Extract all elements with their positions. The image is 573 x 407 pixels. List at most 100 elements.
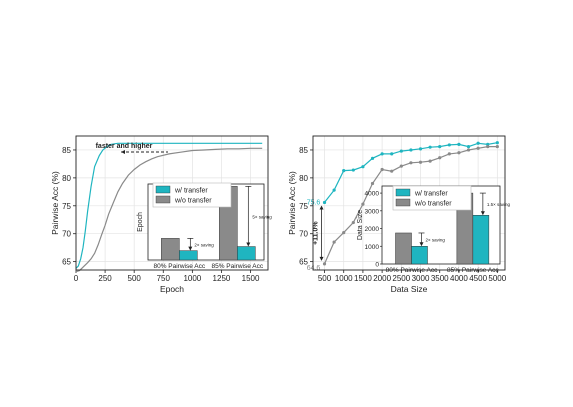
data-point-transfer [399,149,403,153]
data-point-no_transfer [495,145,499,149]
gap-arrowhead-top [319,205,324,210]
data-point-transfer [361,165,365,169]
inset-y-tick-label: 0 [375,262,379,269]
data-point-no_transfer [466,148,471,152]
inset-category-label: 80% Pairwise Acc [386,267,438,274]
y-tick-label: 85 [299,146,308,155]
annotation-text: faster and higher [96,143,153,150]
x-tick-label: 1000 [335,274,353,283]
y-tick-label: 85 [62,146,71,155]
data-point-transfer [390,152,394,156]
data-point-no_transfer [361,202,365,206]
data-point-transfer [380,152,384,156]
legend-swatch-no_transfer [155,195,171,204]
saving-label: 5× saving [252,214,272,219]
x-tick-label: 4500 [469,274,487,283]
x-tick-label: 0 [74,274,79,283]
inset-category-label: 85% Pairwise Acc [211,263,263,270]
data-point-transfer [370,156,375,160]
inset-bar-transfer [179,250,198,261]
x-tick-label: 4000 [450,274,468,283]
y-axis-title: Pairwise Acc (%) [50,171,60,235]
data-point-no_transfer [390,169,394,173]
inset-y-tick-label: 1000 [365,244,380,251]
data-point-transfer [409,148,413,152]
x-tick-label: 2000 [373,274,391,283]
data-point-no_transfer [351,220,355,225]
data-point-transfer [438,145,442,149]
axes-frame [75,135,269,271]
x-tick-label: 1500 [354,274,372,283]
x-tick-label: 1500 [242,274,260,283]
saving-label: 1.5× saving [487,202,511,207]
data-point-transfer [418,147,423,151]
data-point-transfer [486,142,490,146]
saving-bracket-arrowhead [480,211,485,216]
data-point-transfer [495,141,499,145]
data-point-no_transfer [486,145,490,149]
legend-label-transfer: w/ transfer [174,188,208,195]
inset-bar-transfer [237,246,256,261]
legend-label-no_transfer: w/o transfer [174,198,212,205]
inset-bar-no-transfer [161,238,180,261]
inset-y-axis-title: Epoch [137,212,144,232]
y-tick-label: 80 [62,174,71,183]
data-point-no_transfer [438,156,442,160]
y-tick-label: 80 [299,174,308,183]
inset-category-label: 85% Pairwise Acc [447,267,499,274]
data-point-no_transfer [399,164,403,168]
x-axis-title: Epoch [160,284,184,294]
inset-bar-transfer [472,215,490,265]
data-point-no_transfer [447,152,451,156]
y-tick-label: 75 [299,202,308,211]
annotation-arrowhead [121,150,125,154]
y-axis-title: Pairwise Acc (%) [287,171,297,235]
legend-swatch-no_transfer [395,198,411,207]
data-point-no_transfer [428,159,432,163]
data-point-no_transfer [370,181,375,186]
series-line-transfer [75,142,263,269]
gap-label: +11.0% [313,221,320,245]
data-point-transfer [457,142,461,146]
x-tick-label: 500 [318,274,332,283]
x-tick-label: 500 [128,274,142,283]
saving-bracket-arrowhead [419,242,424,247]
data-point-transfer [351,168,355,172]
x-tick-label: 750 [157,274,171,283]
data-point-no_transfer [332,240,336,244]
data-point-no_transfer [380,167,384,172]
inset-y-tick-label: 2000 [365,226,380,233]
x-tick-label: 3000 [412,274,430,283]
data-point-no_transfer [418,160,423,164]
saving-label: 2× saving [426,238,446,243]
saving-label: 2× saving [194,243,214,248]
inset-y-tick-label: 3000 [365,208,380,215]
x-tick-label: 1250 [213,274,231,283]
legend-label-no_transfer: w/o transfer [414,201,452,208]
y-tick-label: 65 [62,258,71,267]
series-line-no_transfer [75,147,263,273]
x-tick-label: 1000 [183,274,201,283]
data-point-transfer [447,143,451,147]
x-tick-label: 3500 [431,274,449,283]
inset-category-label: 80% Pairwise Acc [153,263,205,270]
data-point-no_transfer [342,230,346,235]
data-point-no_transfer [322,262,327,266]
data-point-transfer [428,145,432,149]
y-tick-label: 75 [62,202,71,211]
first-point-label-transfer: 75.6 [307,199,321,206]
y-tick-label: 70 [299,230,308,239]
x-tick-label: 250 [98,274,112,283]
y-tick-label: 65 [299,258,308,267]
inset-bar-transfer [411,246,428,265]
legend-swatch-transfer [395,188,411,197]
first-point-label-no-transfer: 64.6 [307,265,321,272]
data-point-no_transfer [476,146,480,150]
data-point-transfer [476,141,480,145]
inset-y-axis-title: Data Size [357,210,364,240]
inset-bar-no-transfer [395,232,412,265]
data-point-transfer [322,200,327,205]
legend-label-transfer: w/ transfer [414,191,448,198]
data-point-no_transfer [409,161,413,165]
